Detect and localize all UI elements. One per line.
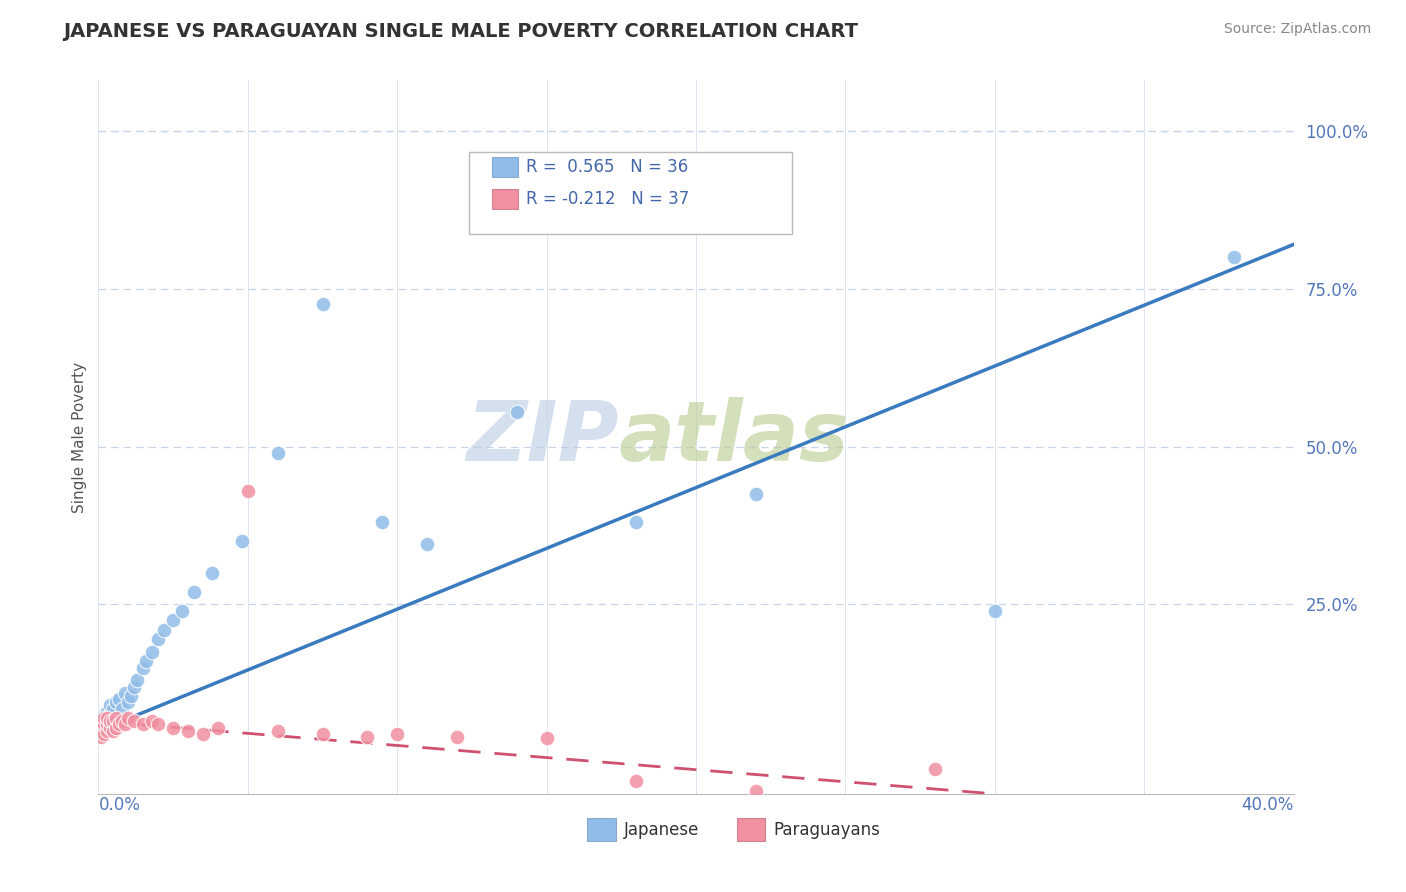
Point xyxy=(162,613,184,627)
Point xyxy=(416,537,439,551)
Text: Source: ZipAtlas.com: Source: ZipAtlas.com xyxy=(1223,22,1371,37)
Point xyxy=(153,623,176,637)
Point xyxy=(183,584,205,599)
Point xyxy=(745,487,768,501)
Text: R = -0.212   N = 37: R = -0.212 N = 37 xyxy=(526,191,689,209)
Point xyxy=(132,717,155,731)
Point xyxy=(117,711,139,725)
Point xyxy=(114,686,136,700)
Point xyxy=(93,711,115,725)
Point xyxy=(1223,250,1246,264)
Point xyxy=(98,714,122,729)
Point xyxy=(98,721,122,735)
Text: atlas: atlas xyxy=(619,397,849,477)
Point xyxy=(96,717,118,731)
Point xyxy=(446,730,468,744)
Point xyxy=(111,701,134,715)
Point xyxy=(90,714,112,729)
Point xyxy=(96,711,118,725)
Point xyxy=(371,516,394,530)
Point xyxy=(90,730,112,744)
Point xyxy=(311,727,333,741)
Text: Japanese: Japanese xyxy=(624,821,700,838)
Point xyxy=(148,717,170,731)
Point xyxy=(626,516,648,530)
Point xyxy=(105,711,128,725)
Point xyxy=(108,717,131,731)
Point xyxy=(124,680,146,694)
Point xyxy=(356,730,378,744)
Point xyxy=(96,705,118,719)
Point xyxy=(103,714,125,729)
Point xyxy=(191,727,214,741)
Point xyxy=(745,783,768,797)
Text: Paraguayans: Paraguayans xyxy=(773,821,880,838)
Point xyxy=(105,695,128,709)
Point xyxy=(103,708,125,723)
Point xyxy=(207,721,229,735)
Point xyxy=(201,566,224,580)
Point xyxy=(105,721,128,735)
Point xyxy=(626,774,648,789)
Point xyxy=(311,297,333,311)
Point xyxy=(114,717,136,731)
Text: 0.0%: 0.0% xyxy=(98,796,141,814)
Text: 40.0%: 40.0% xyxy=(1241,796,1294,814)
Point xyxy=(93,727,115,741)
Point xyxy=(96,723,118,738)
Point xyxy=(984,604,1007,618)
Point xyxy=(93,714,115,729)
Point xyxy=(98,698,122,713)
Point xyxy=(267,446,290,460)
Text: R =  0.565   N = 36: R = 0.565 N = 36 xyxy=(526,159,689,177)
FancyBboxPatch shape xyxy=(588,818,616,841)
Point xyxy=(236,483,259,498)
Point xyxy=(924,762,946,776)
Point xyxy=(103,701,125,715)
Point xyxy=(132,660,155,674)
Point xyxy=(111,714,134,729)
Point xyxy=(117,695,139,709)
FancyBboxPatch shape xyxy=(492,189,517,210)
Point xyxy=(96,717,118,731)
Point xyxy=(135,654,157,668)
Point xyxy=(267,723,290,738)
FancyBboxPatch shape xyxy=(737,818,765,841)
Text: JAPANESE VS PARAGUAYAN SINGLE MALE POVERTY CORRELATION CHART: JAPANESE VS PARAGUAYAN SINGLE MALE POVER… xyxy=(63,22,858,41)
Y-axis label: Single Male Poverty: Single Male Poverty xyxy=(72,361,87,513)
Point xyxy=(93,708,115,723)
Point xyxy=(108,692,131,706)
Point xyxy=(90,721,112,735)
Point xyxy=(385,727,409,741)
Point xyxy=(103,723,125,738)
Point xyxy=(141,645,163,659)
Point xyxy=(231,534,253,549)
Point xyxy=(172,604,194,618)
Point xyxy=(536,731,558,746)
Point xyxy=(93,717,115,731)
FancyBboxPatch shape xyxy=(492,157,517,178)
Point xyxy=(98,711,122,725)
Point xyxy=(90,721,112,735)
Point xyxy=(162,721,184,735)
Point xyxy=(124,714,146,729)
Point xyxy=(506,405,529,419)
Point xyxy=(120,689,142,703)
Point xyxy=(177,723,200,738)
FancyBboxPatch shape xyxy=(470,152,792,234)
Point xyxy=(141,714,163,729)
Text: ZIP: ZIP xyxy=(465,397,619,477)
Point xyxy=(148,632,170,647)
Point xyxy=(127,673,149,688)
